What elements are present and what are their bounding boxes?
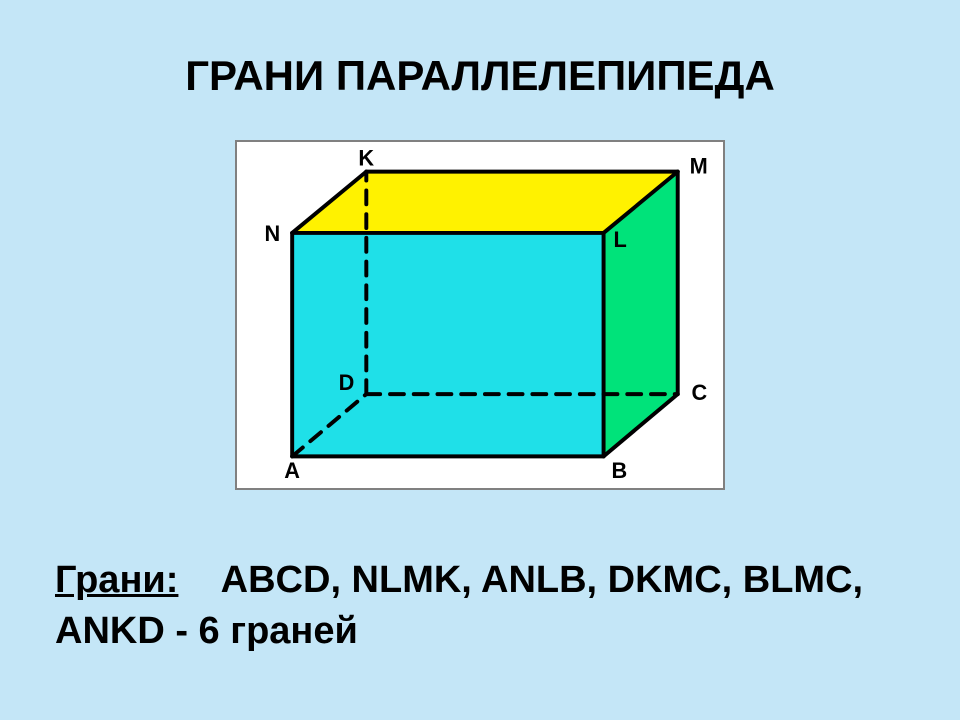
svg-text:A: A — [284, 458, 300, 483]
svg-text:D: D — [339, 370, 355, 395]
faces-values — [189, 559, 210, 601]
svg-text:L: L — [613, 227, 626, 252]
page-title: ГРАНИ ПАРАЛЛЕЛЕПИПЕДА — [0, 52, 960, 100]
svg-text:M: M — [690, 154, 708, 179]
svg-text:K: K — [358, 146, 374, 171]
faces-suffix: - 6 граней — [175, 610, 358, 652]
faces-label: Грани: — [55, 559, 178, 601]
slide: ГРАНИ ПАРАЛЛЕЛЕПИПЕДА A B C D N L M K Грани: AB… — [0, 0, 960, 720]
cuboid-figure: A B C D N L M K — [235, 140, 725, 490]
cuboid-svg: A B C D N L M K — [237, 142, 723, 488]
svg-text:N: N — [264, 221, 280, 246]
faces-list: Грани: ABCD, NLMK, ANLB, DKMC, BLMC, ANK… — [55, 555, 915, 658]
svg-text:C: C — [692, 380, 708, 405]
svg-text:B: B — [611, 458, 627, 483]
